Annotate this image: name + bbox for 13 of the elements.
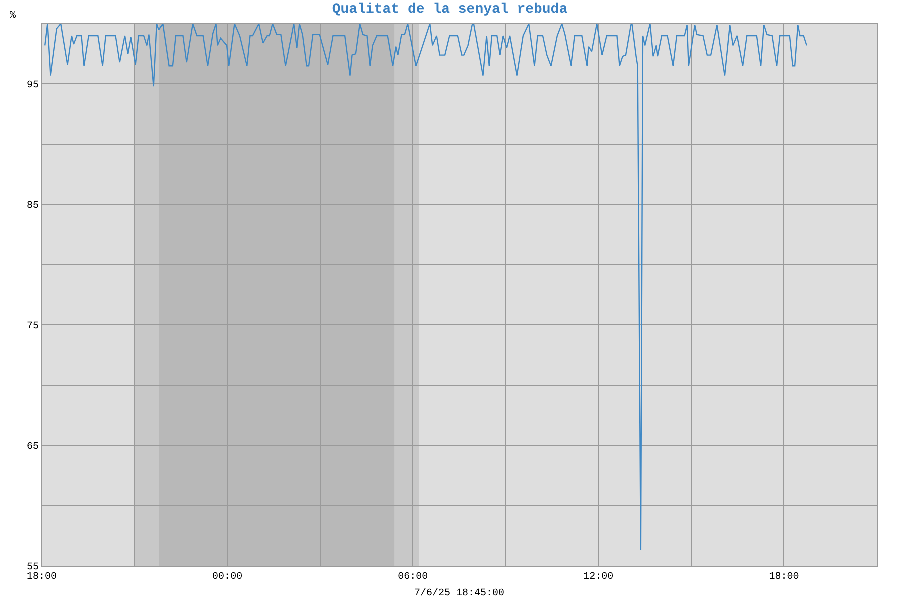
y-tick-label: 55	[26, 562, 39, 574]
x-tick-label: 18:00	[769, 572, 800, 583]
x-axis-title: 7/6/25 18:45:00	[414, 588, 505, 600]
x-tick-label: 12:00	[584, 572, 614, 583]
x-tick-label: 00:00	[212, 572, 243, 583]
x-tick-label: 06:00	[398, 572, 428, 583]
x-tick-label: 18:00	[26, 572, 58, 583]
y-tick-label: 65	[26, 442, 39, 454]
chart-title: Qualitat de la senyal rebuda	[332, 2, 568, 18]
y-tick-label: 85	[26, 201, 39, 212]
y-axis-title: %	[10, 11, 16, 22]
y-tick-label: 95	[26, 80, 39, 92]
y-tick-label: 75	[26, 322, 39, 333]
